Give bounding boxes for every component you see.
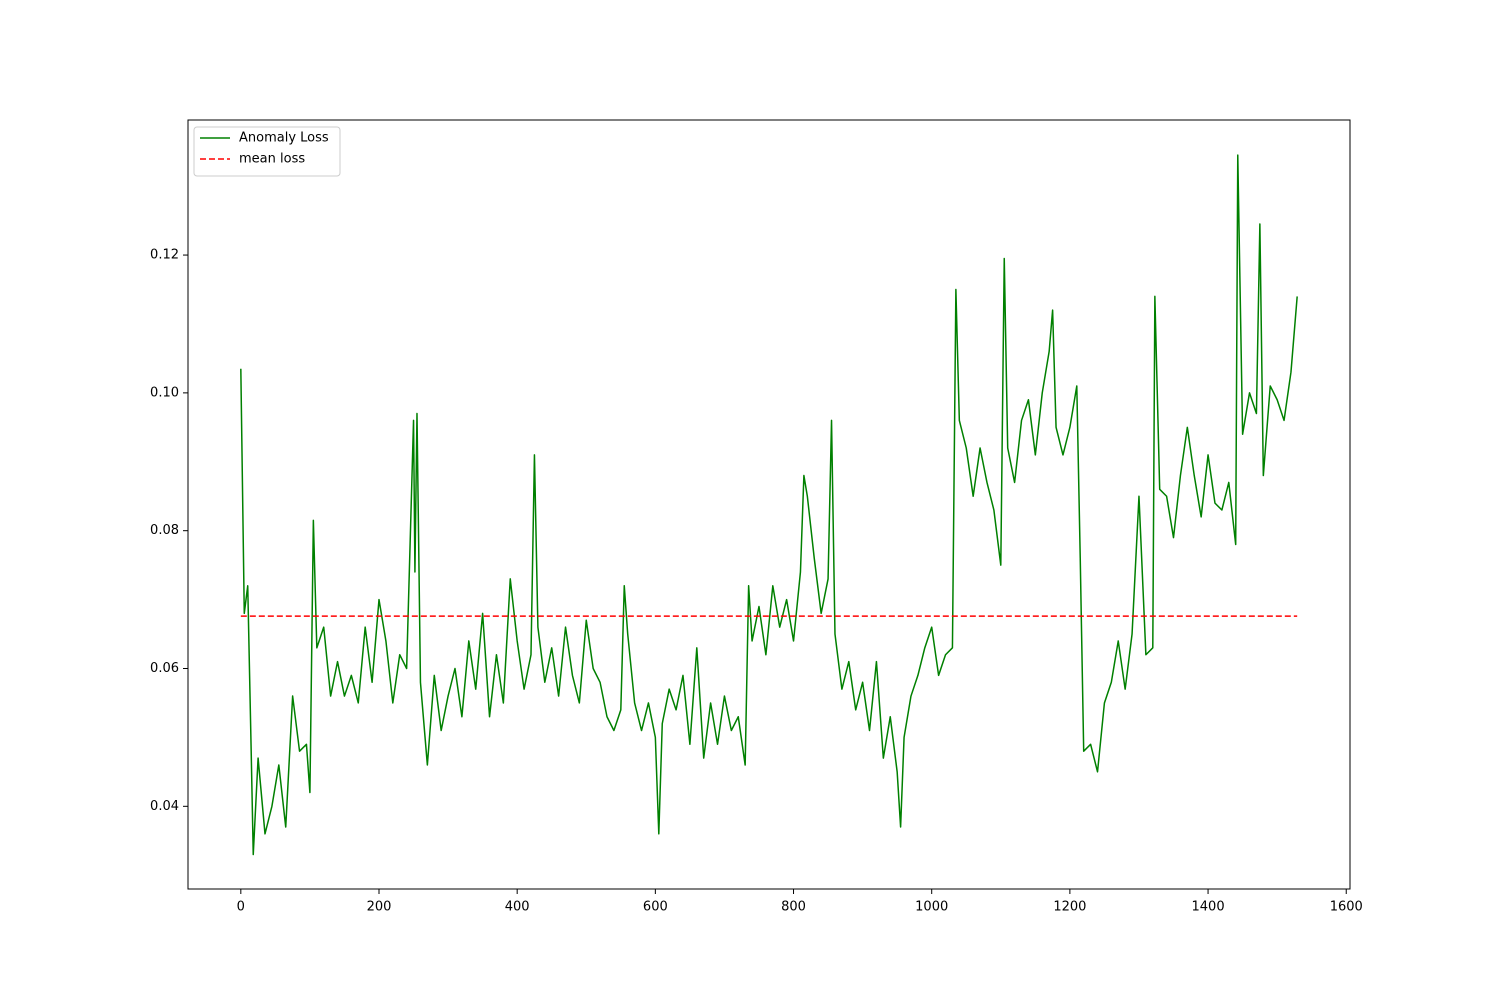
x-tick-label: 600 <box>643 900 668 915</box>
legend-box <box>193 126 341 177</box>
plot-frame <box>187 119 1351 890</box>
y-tick-label: 0.08 <box>150 523 179 538</box>
legend-label: mean loss <box>239 152 305 167</box>
x-tick-label: 1000 <box>915 900 948 915</box>
y-tick-label: 0.06 <box>150 661 179 676</box>
x-tick-label: 0 <box>237 900 245 915</box>
y-tick-label: 0.10 <box>150 385 179 400</box>
x-tick-label: 1200 <box>1053 900 1086 915</box>
x-tick-label: 1400 <box>1192 900 1225 915</box>
legend-label: Anomaly Loss <box>239 131 329 146</box>
y-tick-label: 0.04 <box>150 799 179 814</box>
x-tick-label: 400 <box>505 900 530 915</box>
x-tick-label: 200 <box>367 900 392 915</box>
x-tick-label: 1600 <box>1330 900 1363 915</box>
y-tick-label: 0.12 <box>150 248 179 263</box>
series-line <box>240 154 1298 856</box>
x-tick-label: 800 <box>781 900 806 915</box>
